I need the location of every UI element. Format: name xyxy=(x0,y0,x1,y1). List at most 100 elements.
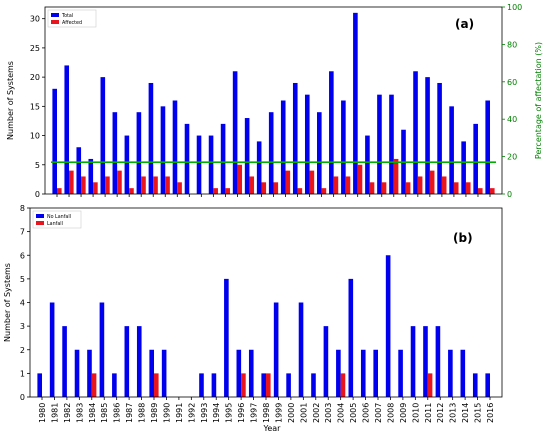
bar-total-1982 xyxy=(76,147,82,194)
x-tick-label: 1997 xyxy=(250,403,259,423)
bar-no-lanfall-1993 xyxy=(199,373,204,398)
bar-no-lanfall-2005 xyxy=(348,278,354,398)
bar-total-1984 xyxy=(100,77,106,195)
bar-affected-1984 xyxy=(105,176,110,194)
bar-total-2003 xyxy=(329,71,334,194)
x-tick-label: 2010 xyxy=(411,403,420,423)
bar-no-lanfall-2000 xyxy=(286,373,291,398)
y2-axis-label: Percentage of affectation (%) xyxy=(534,42,543,159)
x-tick-label: 1980 xyxy=(38,403,47,423)
bar-total-1992 xyxy=(196,135,202,194)
bar-affected-1985 xyxy=(117,170,122,195)
x-tick-label: 1994 xyxy=(212,403,221,423)
y-tick-label: 25 xyxy=(30,44,40,53)
legend-label: No Lanfall xyxy=(47,214,71,220)
bar-affected-1980 xyxy=(57,188,62,194)
x-tick-label: 1988 xyxy=(138,403,147,423)
bar-no-lanfall-2014 xyxy=(460,349,466,397)
bar-affected-1996 xyxy=(249,176,255,194)
bar-affected-2004 xyxy=(345,176,351,194)
bar-no-lanfall-2009 xyxy=(398,349,403,397)
y-tick-label: 10 xyxy=(30,132,40,141)
bar-affected-1998 xyxy=(273,182,279,194)
y-tick-label: 4 xyxy=(20,299,25,308)
bar-total-1996 xyxy=(244,118,250,194)
x-tick-label: 2000 xyxy=(287,403,296,423)
x-tick-label: 1999 xyxy=(274,403,283,423)
bar-total-1999 xyxy=(280,100,286,194)
bar-no-lanfall-1995 xyxy=(224,278,229,398)
bar-no-lanfall-1985 xyxy=(99,302,105,397)
bar-affected-2014 xyxy=(465,182,471,194)
legend-swatch xyxy=(36,214,44,218)
bar-lanfall-1984 xyxy=(91,373,97,398)
bar-total-1988 xyxy=(148,82,154,194)
x-tick-label: 2013 xyxy=(449,403,458,423)
y-axis-label: Number of Systems xyxy=(6,61,15,140)
bar-affected-1995 xyxy=(237,164,243,194)
bar-no-lanfall-1987 xyxy=(124,326,130,398)
bar-no-lanfall-1986 xyxy=(112,373,117,398)
bar-total-2006 xyxy=(365,135,370,194)
x-tick-label: 1993 xyxy=(200,403,209,423)
y-tick-label: 6 xyxy=(20,251,25,260)
bar-lanfall-1989 xyxy=(154,373,159,398)
panel-a: 0 5 10 15 20 25 30 Number of Systems 0 20 40 60 80 10… xyxy=(6,3,543,199)
bar-affected-2006 xyxy=(369,182,375,194)
bar-total-1989 xyxy=(160,106,166,194)
bar-total-1998 xyxy=(268,112,274,194)
x-tick-label: 2001 xyxy=(299,403,308,423)
x-tick-label: 2012 xyxy=(436,403,445,423)
x-tick-label: 2009 xyxy=(399,403,408,423)
bar-total-1986 xyxy=(124,135,130,194)
bar-affected-1994 xyxy=(225,188,230,194)
bar-total-1997 xyxy=(256,141,262,194)
panel-label: (a) xyxy=(455,17,474,31)
x-tick-label: 1985 xyxy=(100,403,109,423)
x-tick-label: 2008 xyxy=(386,403,395,423)
y2-tick-label: 80 xyxy=(507,40,517,49)
bar-total-2012 xyxy=(437,82,442,194)
bar-no-lanfall-1980 xyxy=(37,373,42,398)
x-tick-label: 1989 xyxy=(150,403,159,423)
bar-no-lanfall-2015 xyxy=(472,373,478,398)
bar-affected-1988 xyxy=(153,176,158,194)
bar-no-lanfall-1989 xyxy=(149,349,154,397)
bar-no-lanfall-2001 xyxy=(298,302,304,397)
bar-affected-2013 xyxy=(453,182,459,194)
y-tick-label: 5 xyxy=(35,161,40,170)
y-tick-label: 8 xyxy=(20,204,25,213)
bar-no-lanfall-1983 xyxy=(74,349,80,397)
bar-lanfall-2004 xyxy=(340,373,346,398)
bar-total-1980 xyxy=(52,88,57,194)
bar-total-2010 xyxy=(413,71,418,194)
bar-no-lanfall-2003 xyxy=(323,326,329,398)
bar-total-2002 xyxy=(317,112,322,194)
bar-total-1991 xyxy=(184,123,190,195)
bar-total-1983 xyxy=(88,158,94,194)
bar-total-1981 xyxy=(64,65,70,194)
bar-total-1994 xyxy=(220,123,226,195)
bar-total-2005 xyxy=(353,12,358,195)
bar-lanfall-1998 xyxy=(266,373,271,398)
x-tick-label: 2007 xyxy=(374,403,383,423)
bar-affected-1986 xyxy=(129,188,134,194)
y2-tick-label: 60 xyxy=(507,78,517,87)
bar-affected-2016 xyxy=(490,188,495,194)
bar-no-lanfall-2008 xyxy=(385,255,391,397)
bar-affected-2010 xyxy=(417,176,423,194)
bar-no-lanfall-2012 xyxy=(435,326,441,398)
x-tick-label: 1986 xyxy=(113,403,122,423)
bar-no-lanfall-2010 xyxy=(410,326,416,398)
legend-box xyxy=(47,9,97,28)
x-tick-label: 1987 xyxy=(125,403,134,423)
legend-swatch xyxy=(51,13,59,17)
y-tick-label: 3 xyxy=(20,322,25,331)
x-tick-label: 2002 xyxy=(312,403,321,423)
bar-affected-2007 xyxy=(381,182,387,194)
x-tick-label: 2005 xyxy=(349,403,358,423)
bar-no-lanfall-2016 xyxy=(485,373,490,398)
legend-label: Affected xyxy=(62,20,82,26)
y2-tick-label: 40 xyxy=(507,115,517,124)
bar-total-1995 xyxy=(232,71,238,194)
